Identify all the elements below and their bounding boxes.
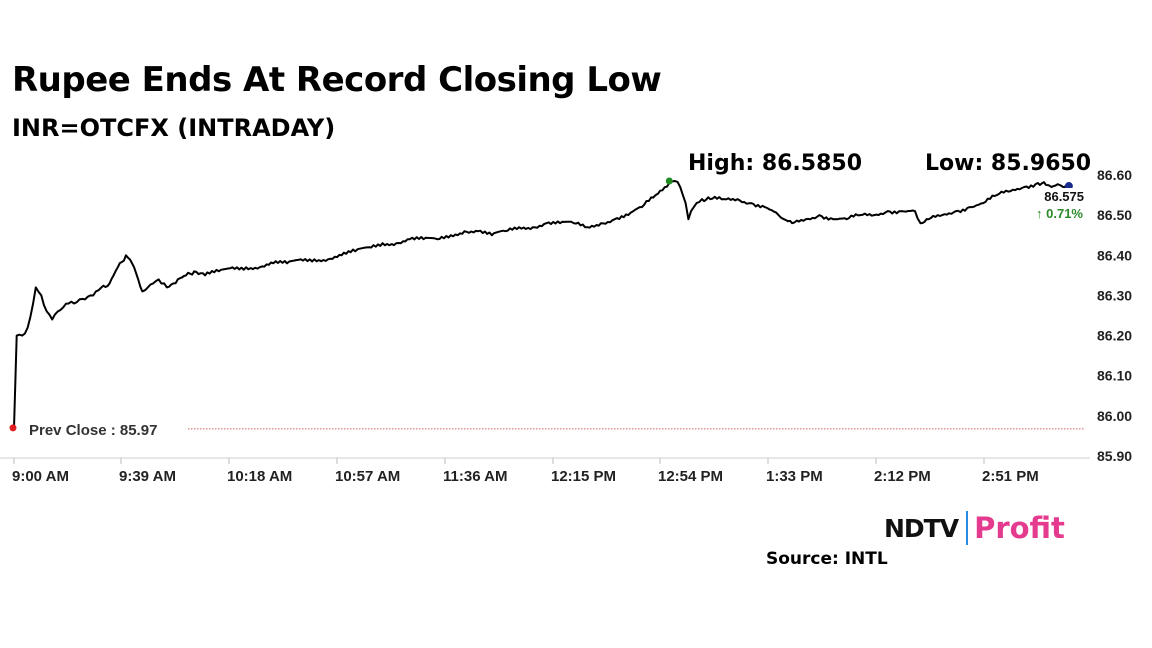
chart-axes: 9:00 AM 9:39 AM 10:18 AM 10:57 AM 11:36 AM 12… (0, 167, 1132, 485)
chart-marks: 86.575 ↑ 0.71% (9, 177, 1086, 432)
x-tick-label: 1:33 PM (766, 468, 823, 485)
last-value-bg (1034, 188, 1086, 204)
y-tick-label: 86.10 (1097, 368, 1132, 384)
x-tick-label: 9:00 AM (12, 468, 69, 485)
chart-plot-area: Prev Close : 85.97 (13, 180, 1085, 439)
x-tick-label: 11:36 AM (443, 468, 507, 485)
start-point-dot (9, 424, 17, 432)
x-tick-label: 10:18 AM (227, 468, 292, 485)
ndtv-profit-logo: NDTV Profit (884, 508, 1065, 548)
x-tick-label: 12:54 PM (658, 468, 723, 485)
high-point-dot (665, 177, 673, 185)
source-note: Source: INTL (766, 549, 888, 569)
x-tick-label: 10:57 AM (335, 468, 400, 485)
high-label: High: 86.5850 (688, 151, 863, 176)
low-label: Low: 85.9650 (925, 151, 1092, 176)
y-tick-label: 86.50 (1097, 207, 1132, 223)
y-tick-label: 86.30 (1097, 287, 1132, 303)
y-tick-label: 86.00 (1097, 408, 1132, 424)
x-tick-label: 2:51 PM (982, 468, 1039, 485)
price-line (13, 180, 1069, 428)
change-label: ↑ 0.71% (1036, 206, 1083, 221)
x-tick-label: 12:15 PM (551, 468, 616, 485)
x-tick-label: 2:12 PM (874, 468, 931, 485)
chart-subtitle: INR=OTCFX (INTRADAY) (12, 114, 336, 142)
y-tick-label: 86.40 (1097, 247, 1132, 263)
logo-divider (966, 511, 969, 545)
y-tick-label: 85.90 (1097, 448, 1132, 464)
logo-ndtv-text: NDTV (884, 513, 959, 543)
x-tick-label: 9:39 AM (119, 468, 176, 485)
logo-profit-text: Profit (974, 511, 1065, 545)
chart-title: Rupee Ends At Record Closing Low (12, 60, 662, 100)
prev-close-label: Prev Close : 85.97 (29, 422, 157, 439)
last-value-label: 86.575 (1044, 189, 1084, 204)
y-tick-label: 86.20 (1097, 328, 1132, 344)
y-tick-label: 86.60 (1097, 167, 1132, 183)
